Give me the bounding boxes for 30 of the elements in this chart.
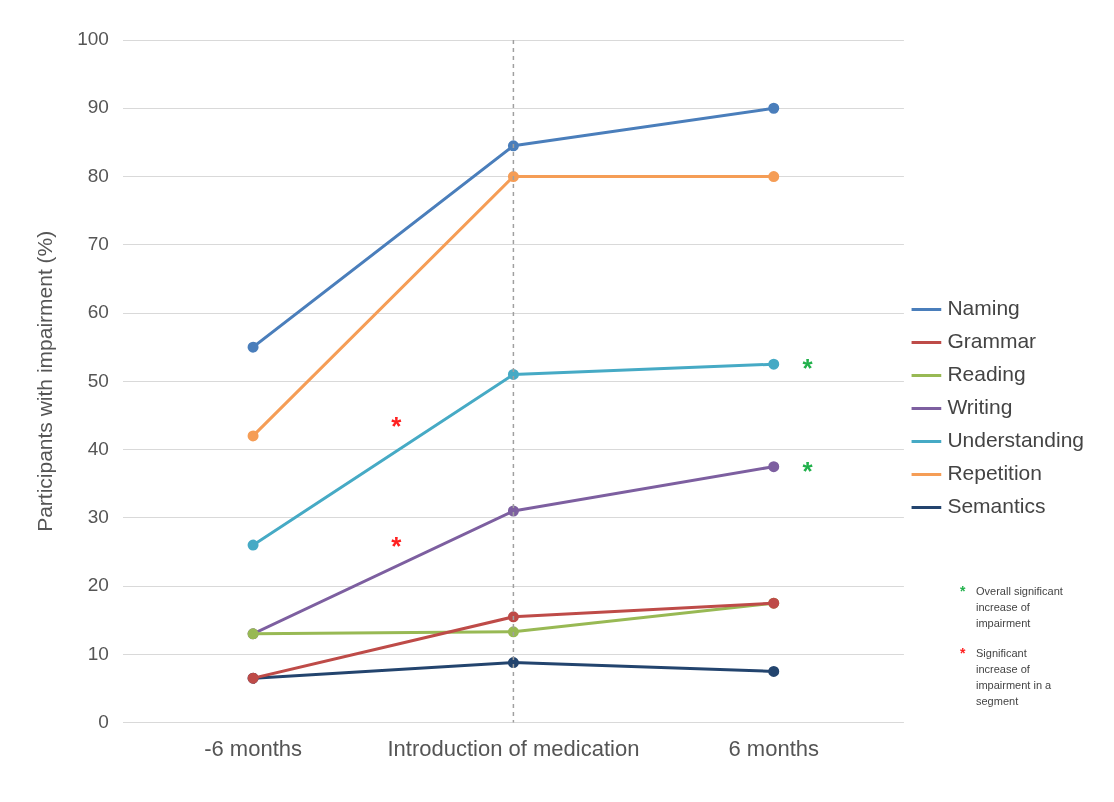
legend-label: Naming: [947, 296, 1020, 320]
y-tick-label: 50: [87, 369, 109, 391]
x-tick-label: -6 months: [204, 735, 302, 761]
y-tick-label: 30: [87, 506, 109, 528]
y-tick-label: 20: [87, 574, 109, 596]
y-tick-label: 90: [87, 96, 109, 118]
text: *: [960, 583, 966, 599]
legend-label: Semantics: [947, 494, 1046, 518]
text: *: [960, 645, 966, 661]
x-tick-label: Introduction of medication: [387, 735, 640, 761]
x-tick-label: 6 months: [728, 735, 819, 761]
y-tick-label: 60: [87, 301, 109, 323]
annotation: *: [802, 455, 814, 486]
text: Significant increase of impairment in a segment: [976, 646, 1053, 709]
y-tick-label: 70: [87, 233, 109, 255]
annotation: *: [802, 353, 814, 384]
legend-label: Understanding: [947, 428, 1084, 452]
legend-label: Writing: [947, 395, 1013, 419]
legend-label: Repetition: [947, 461, 1042, 485]
y-tick-label: 40: [87, 437, 109, 459]
y-tick-label: 0: [98, 710, 109, 732]
legend-label: Grammar: [947, 329, 1037, 353]
y-tick-label: 100: [77, 28, 109, 50]
legend-label: Reading: [947, 362, 1026, 386]
y-axis-title: Participants with impairment (%): [33, 230, 57, 532]
y-tick-label: 10: [87, 642, 109, 664]
text: Overall significant increase of impairment: [976, 584, 1064, 631]
annotation: *: [391, 530, 403, 561]
y-tick-label: 80: [87, 164, 109, 186]
annotation: *: [391, 411, 403, 442]
